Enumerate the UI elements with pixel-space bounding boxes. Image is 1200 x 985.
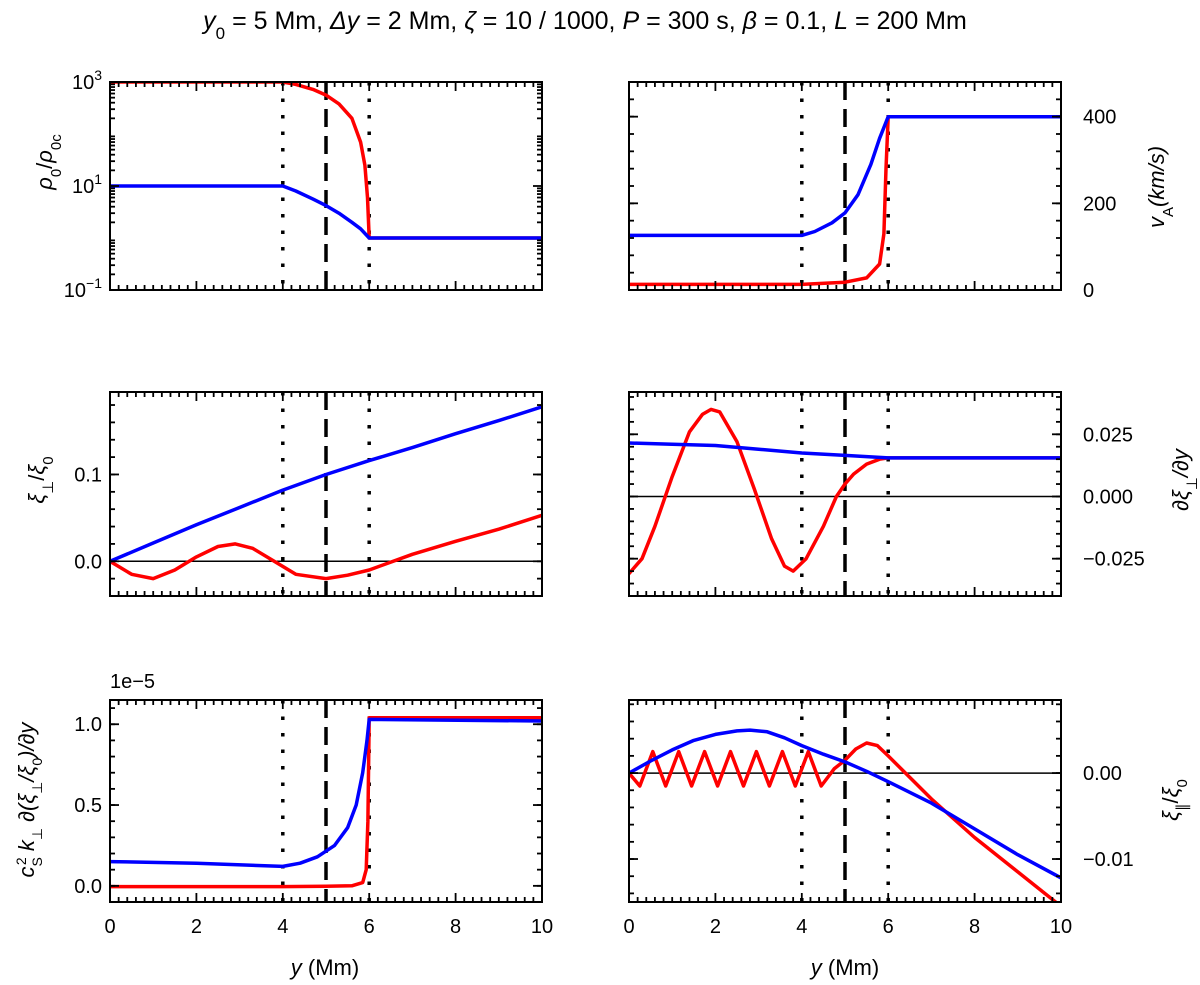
- ylabel-alfven-speed: vA(km/s): [1144, 146, 1177, 228]
- series-line-red: [110, 513, 542, 581]
- x-tick-label: 10: [1050, 916, 1072, 938]
- y-tick-base: 10: [64, 280, 86, 302]
- y-tick-label: 0.025: [1083, 424, 1133, 446]
- offset-label-pressure-term: 1e−5: [110, 671, 155, 693]
- y-tick-label: 1.0: [74, 714, 102, 736]
- panel-perp-displacement: 0.0 0.1: [74, 391, 543, 597]
- figure-title: y0 = 5 Mm, Δy = 2 Mm, ζ = 10 / 1000, P =…: [201, 7, 967, 43]
- y-tick-label: 0.0: [74, 551, 102, 573]
- series-line-red: [110, 82, 542, 240]
- x-tick-label: 2: [710, 916, 721, 938]
- y-tick-label: 200: [1083, 193, 1116, 215]
- x-tick-label: 6: [883, 916, 894, 938]
- series-line-blue: [110, 184, 542, 240]
- panel-perp-derivative: −0.025 0.000 0.025: [628, 391, 1145, 597]
- series-line-blue: [629, 114, 1061, 238]
- y-tick-label: 0.1: [74, 464, 102, 486]
- y-tick-label: 10−1: [64, 275, 102, 302]
- x-tick-label: 6: [364, 916, 375, 938]
- x-tick-label: 4: [277, 916, 288, 938]
- y-tick-label: 0.5: [74, 795, 102, 817]
- plot-area: [110, 700, 542, 902]
- x-tick-label: 8: [969, 916, 980, 938]
- y-tick-exponent: 1: [94, 171, 102, 187]
- y-tick-base: 10: [72, 72, 94, 94]
- x-tick-label: 8: [450, 916, 461, 938]
- series-line-red: [629, 741, 1059, 902]
- ylabel-pressure-term: cS2 k⊥ ∂(ξ⊥/ξ0)/∂y: [13, 721, 45, 878]
- y-tick-label: 0.00: [1083, 763, 1122, 785]
- xlabel-left: y (Mm): [289, 955, 359, 980]
- y-tick-base: 10: [72, 176, 94, 198]
- x-tick-label: 0: [104, 916, 115, 938]
- series-line-blue: [110, 717, 542, 869]
- y-tick-label: 0.000: [1083, 486, 1133, 508]
- x-tick-label: 4: [796, 916, 807, 938]
- x-tick-label: 0: [623, 916, 634, 938]
- panel-parallel-displacement: 0 2 4 6 8 10 −0.01 0.00: [623, 699, 1134, 938]
- plot-area: [110, 392, 542, 596]
- x-tick-label: 10: [531, 916, 553, 938]
- panel-pressure-term: 0 2 4 6 8 10 0.0 0.5 1.0: [74, 699, 553, 938]
- panel-alfven-speed: 0 200 400: [628, 81, 1116, 302]
- xlabel-right: y (Mm): [809, 955, 879, 980]
- ylabel-perp-derivative: ∂ξ⊥/∂y: [1168, 447, 1200, 511]
- ylabel-perp-displacement: ξ⊥/ξ0: [24, 456, 57, 503]
- series-line-blue: [629, 441, 1061, 460]
- series-line-red: [629, 114, 1061, 287]
- series-line-blue: [629, 728, 1061, 880]
- plot-area: [629, 82, 1061, 290]
- y-tick-label: 0.0: [74, 876, 102, 898]
- series-line-red: [629, 407, 1061, 576]
- y-tick-exponent: −1: [86, 275, 102, 291]
- y-tick-label: 101: [72, 171, 102, 198]
- y-tick-label: 400: [1083, 107, 1116, 129]
- y-tick-label: −0.025: [1083, 549, 1145, 571]
- plot-area: [629, 392, 1061, 596]
- y-tick-exponent: 3: [94, 67, 102, 83]
- y-tick-label: −0.01: [1083, 849, 1134, 871]
- y-tick-label: 103: [72, 67, 102, 94]
- ylabel-parallel-displacement: ξ∥/ξ0: [1158, 779, 1191, 821]
- x-tick-label: 2: [191, 916, 202, 938]
- y-tick-label: 0: [1083, 280, 1094, 302]
- ylabel-density: ρ0/ρ0c: [32, 134, 65, 191]
- plot-area: [629, 700, 1061, 902]
- series-line-red: [110, 716, 542, 889]
- series-line-blue: [110, 405, 542, 564]
- plot-area: [110, 82, 542, 290]
